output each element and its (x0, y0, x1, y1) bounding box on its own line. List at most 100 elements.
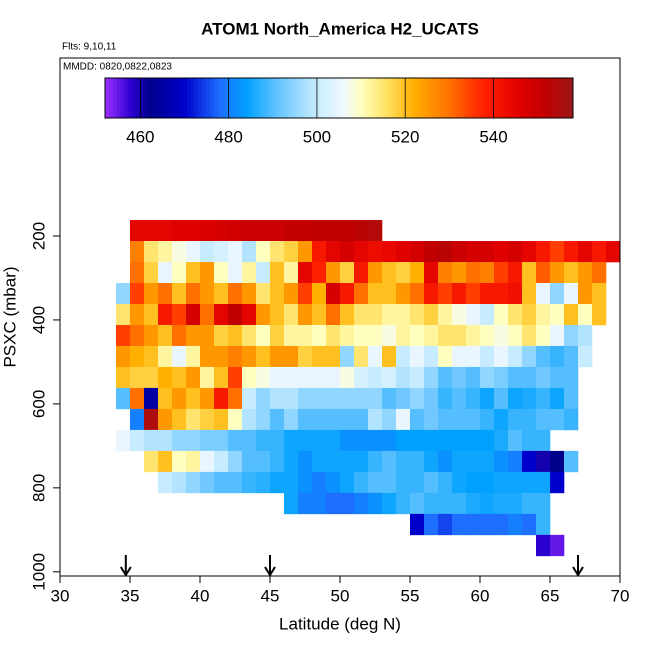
colorbar-segment (327, 78, 332, 118)
colorbar-segment (530, 78, 535, 118)
heat-cell (158, 324, 173, 347)
heat-cell (550, 303, 565, 326)
heat-cell (242, 262, 257, 284)
heat-cell (438, 513, 453, 536)
heat-cell (144, 303, 159, 326)
heat-cell (396, 429, 411, 452)
heat-cell (368, 220, 383, 242)
colorbar-segment (222, 78, 227, 118)
heat-cell (326, 366, 341, 389)
heat-cell (312, 387, 327, 410)
heat-cell (396, 471, 411, 494)
heat-cell (382, 282, 397, 305)
heat-cell (116, 303, 131, 326)
heat-cell (228, 366, 243, 389)
heat-cell (494, 241, 509, 263)
heat-cell (508, 241, 523, 263)
heat-cell (298, 492, 313, 515)
heat-cell (410, 429, 425, 452)
heat-cell (550, 387, 565, 410)
heat-cell (312, 429, 327, 452)
heat-cell (368, 429, 383, 452)
flight-arrow (119, 555, 132, 577)
heat-cell (312, 262, 327, 284)
heat-cell (480, 513, 495, 536)
heat-cell (368, 262, 383, 284)
heat-cell (452, 303, 467, 326)
heat-cell (452, 324, 467, 347)
heat-cell (116, 429, 131, 452)
heat-cell (200, 471, 215, 494)
heat-cell (158, 220, 173, 242)
heat-cell (270, 241, 285, 263)
heat-cell (382, 366, 397, 389)
heat-cell (326, 345, 341, 368)
heat-cell (382, 241, 397, 263)
heat-cell (452, 241, 467, 263)
heat-cell (326, 241, 341, 263)
heat-cell (536, 471, 551, 494)
heat-cell (606, 241, 621, 263)
x-tick-label: 45 (261, 586, 280, 605)
colorbar-segment (413, 78, 418, 118)
heat-cell (172, 471, 187, 494)
heat-cell (144, 366, 159, 389)
heat-cell (424, 408, 439, 431)
heat-cell (536, 324, 551, 347)
heat-cell (144, 282, 159, 305)
heat-cell (494, 429, 509, 452)
heat-cell (508, 408, 523, 431)
heat-cell (508, 324, 523, 347)
heat-cell (130, 262, 145, 284)
heat-cell (172, 429, 187, 452)
heat-cell (130, 408, 145, 431)
heat-cell (256, 429, 271, 452)
heat-cell (396, 387, 411, 410)
colorbar-segment (132, 78, 137, 118)
heat-cell (186, 471, 201, 494)
heat-cell (424, 241, 439, 263)
y-tick-label: 400 (29, 306, 48, 334)
colorbar-segment (237, 78, 242, 118)
y-tick-label: 200 (29, 222, 48, 250)
heat-cell (438, 387, 453, 410)
y-tick-label: 600 (29, 390, 48, 418)
heat-cell (326, 324, 341, 347)
heat-cell (368, 241, 383, 263)
heat-cell (214, 387, 229, 410)
heat-cell (242, 366, 257, 389)
colorbar-segment (331, 78, 336, 118)
heat-cell (298, 241, 313, 263)
heat-cell (270, 324, 285, 347)
heat-cell (298, 262, 313, 284)
heat-cell (326, 387, 341, 410)
heat-cell (438, 282, 453, 305)
heat-cell (410, 241, 425, 263)
heat-cell (200, 450, 215, 473)
heat-cell (284, 282, 299, 305)
x-tick-label: 35 (121, 586, 140, 605)
y-tick-label: 800 (29, 474, 48, 502)
heat-cell (326, 262, 341, 284)
subtitle: Flts: 9,10,11 (62, 42, 117, 53)
heat-cell (424, 429, 439, 452)
heat-cell (298, 429, 313, 452)
heat-cell (508, 450, 523, 473)
colorbar-segment (147, 78, 153, 118)
heat-cell (368, 324, 383, 347)
colorbar-segment (335, 78, 340, 118)
heat-cell (536, 408, 551, 431)
heat-cell (186, 303, 201, 326)
heat-cell (480, 324, 495, 347)
heat-cell (536, 429, 551, 452)
heat-cell (410, 492, 425, 515)
heat-cell (298, 324, 313, 347)
heat-cell (158, 366, 173, 389)
heat-cell (340, 324, 355, 347)
heat-cell (256, 345, 271, 368)
heat-cell (466, 366, 481, 389)
heat-cell (144, 241, 159, 263)
colorbar-segment (534, 78, 539, 118)
heat-cell (410, 345, 425, 368)
